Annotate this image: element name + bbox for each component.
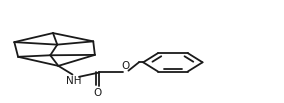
- Text: O: O: [122, 61, 130, 71]
- Text: NH: NH: [66, 76, 82, 86]
- Text: O: O: [94, 88, 102, 98]
